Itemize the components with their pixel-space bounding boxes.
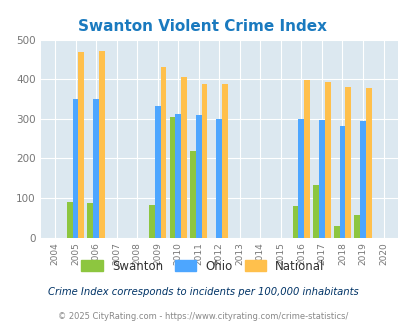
- Bar: [87, 203, 93, 238]
- Bar: [359, 121, 365, 238]
- Bar: [154, 106, 160, 238]
- Bar: [318, 120, 324, 238]
- Text: Swanton Violent Crime Index: Swanton Violent Crime Index: [78, 19, 327, 34]
- Bar: [201, 84, 207, 238]
- Bar: [303, 80, 309, 238]
- Bar: [365, 87, 371, 238]
- Bar: [195, 115, 201, 238]
- Bar: [78, 52, 84, 238]
- Bar: [169, 117, 175, 238]
- Bar: [324, 82, 330, 238]
- Bar: [339, 126, 345, 238]
- Bar: [222, 84, 227, 238]
- Bar: [160, 67, 166, 238]
- Bar: [93, 99, 99, 238]
- Bar: [216, 119, 222, 238]
- Bar: [99, 51, 104, 238]
- Bar: [298, 119, 303, 238]
- Bar: [67, 202, 72, 238]
- Bar: [175, 114, 181, 238]
- Text: Crime Index corresponds to incidents per 100,000 inhabitants: Crime Index corresponds to incidents per…: [47, 287, 358, 297]
- Bar: [345, 87, 350, 238]
- Bar: [72, 99, 78, 238]
- Legend: Swanton, Ohio, National: Swanton, Ohio, National: [77, 255, 328, 278]
- Bar: [149, 205, 154, 238]
- Bar: [333, 226, 339, 238]
- Bar: [292, 206, 298, 238]
- Bar: [354, 215, 359, 238]
- Bar: [181, 77, 186, 238]
- Bar: [190, 151, 195, 238]
- Bar: [313, 185, 318, 238]
- Text: © 2025 CityRating.com - https://www.cityrating.com/crime-statistics/: © 2025 CityRating.com - https://www.city…: [58, 312, 347, 321]
